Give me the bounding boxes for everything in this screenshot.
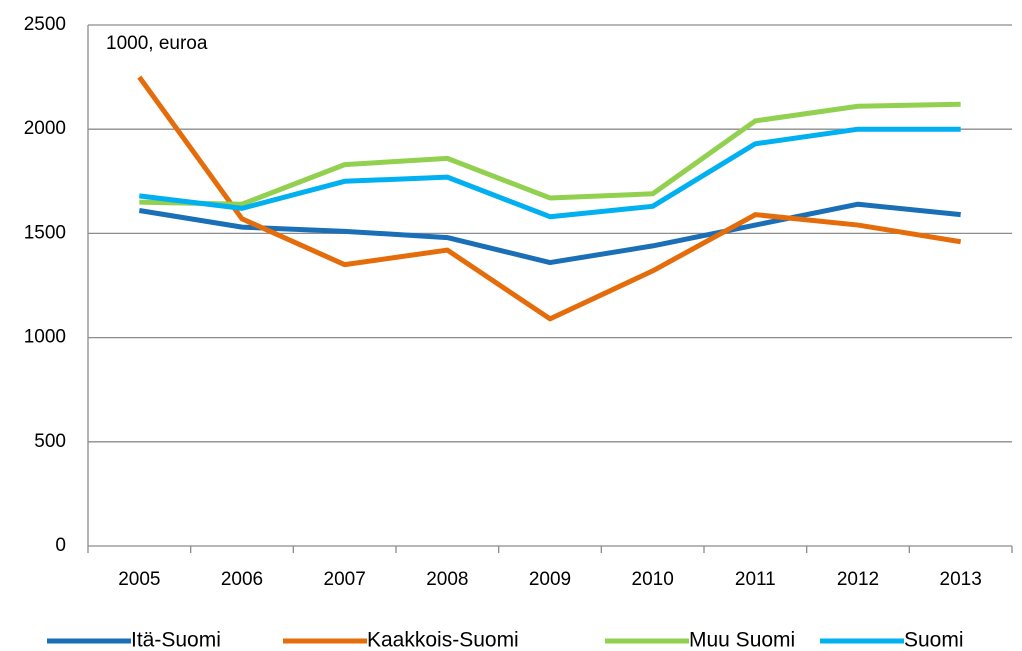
- plot: 0 500 1000 1500 2000 2500 2005 2006 2007 2008 2009…: [24, 14, 1013, 651]
- y-tick-label: 2000: [24, 118, 66, 139]
- x-tick-label: 2007: [324, 569, 366, 590]
- y-tick-label: 0: [55, 535, 66, 556]
- series-line: [139, 126, 961, 220]
- y-tick-label: 500: [34, 431, 66, 452]
- y-tick-label: 1000: [24, 327, 66, 348]
- y-tick-label: 2500: [24, 14, 66, 35]
- x-tick-label: 2005: [118, 569, 160, 590]
- x-tick-label: 2008: [426, 569, 468, 590]
- legend-label: Itä-Suomi: [131, 629, 221, 651]
- x-tick-label: 2013: [940, 569, 982, 590]
- series-line: [138, 201, 961, 266]
- series-line: [137, 75, 962, 322]
- legend-label: Suomi: [904, 629, 964, 651]
- x-tick-label: 2009: [529, 569, 571, 590]
- series-line: [139, 101, 961, 207]
- x-tick-label: 2006: [221, 569, 263, 590]
- x-tick-label: 2011: [735, 569, 776, 590]
- annotation: 1000, euroa: [106, 33, 208, 54]
- legend-label: Muu Suomi: [689, 629, 795, 651]
- legend-label: Kaakkois-Suomi: [367, 629, 519, 651]
- y-tick-label: 1500: [24, 222, 66, 243]
- x-tick-label: 2012: [837, 569, 879, 590]
- x-tick-label: 2010: [632, 569, 674, 590]
